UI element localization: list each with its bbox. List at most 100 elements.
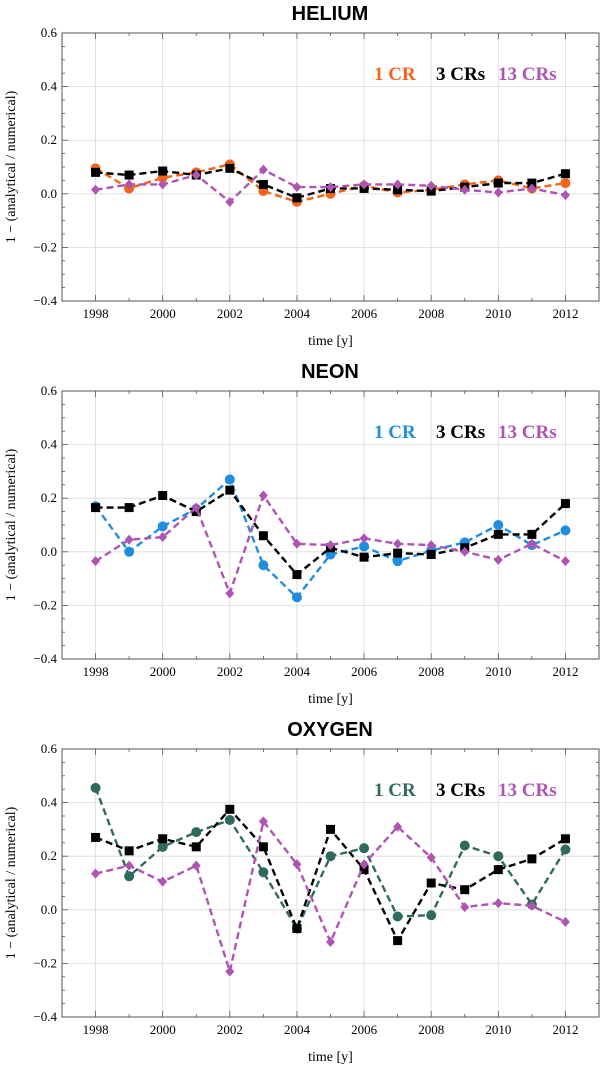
data-point [527, 900, 537, 911]
x-tick-label: 1998 [83, 664, 109, 679]
data-point [91, 184, 101, 195]
data-point [158, 179, 168, 190]
x-tick-label: 2012 [552, 306, 578, 321]
series-3-crs [91, 804, 570, 946]
data-point [393, 821, 403, 832]
data-point [258, 867, 269, 878]
x-tick-label: 2012 [552, 664, 578, 679]
data-point [291, 592, 302, 603]
data-point [393, 548, 403, 558]
x-tick-label: 2006 [351, 1022, 378, 1037]
x-tick-label: 2010 [485, 1022, 511, 1037]
x-tick-label: 2000 [150, 306, 176, 321]
data-point [426, 910, 437, 921]
x-tick-label: 2010 [485, 306, 511, 321]
data-point [124, 846, 134, 856]
data-point [359, 859, 369, 870]
x-tick-label: 1998 [83, 1022, 109, 1037]
data-point [426, 878, 436, 888]
data-point [224, 474, 235, 485]
data-point [191, 827, 202, 838]
data-point [258, 560, 269, 571]
x-tick-label: 2004 [284, 1022, 311, 1037]
data-point [560, 556, 570, 567]
y-axis-label: 1 − (analytical / numerical) [4, 90, 19, 243]
y-tick-label: 0.4 [41, 79, 58, 94]
data-point [493, 554, 503, 565]
data-point [326, 824, 335, 834]
data-point [527, 178, 537, 188]
x-axis-label: time [y] [308, 692, 353, 707]
x-axis-label: time [y] [308, 1050, 353, 1065]
data-point [460, 546, 470, 557]
data-point [560, 169, 570, 179]
data-point [392, 911, 403, 922]
x-axis-label: time [y] [308, 334, 353, 349]
x-tick-label: 2002 [217, 664, 243, 679]
chart-panel-neon: NEON 1998 2000 2002 2004 2006 2008 2010 2012 −0.4… [4, 361, 600, 707]
data-point [124, 170, 134, 180]
y-tick-label: 0.2 [41, 848, 57, 863]
data-point [393, 179, 403, 190]
data-point [225, 196, 235, 207]
legend-entry: 1 CR [374, 780, 416, 801]
chart-title: HELIUM [292, 3, 369, 25]
data-point [258, 490, 268, 501]
data-point [292, 182, 302, 193]
series-13-crs [91, 490, 570, 599]
data-point [225, 485, 235, 495]
series-13-crs [91, 816, 570, 977]
data-point [460, 184, 470, 195]
data-point [325, 851, 336, 862]
data-point [493, 178, 503, 188]
data-point [359, 541, 370, 552]
data-point [225, 163, 235, 173]
plot-frame [61, 748, 600, 1018]
x-tick-label: 2002 [217, 1022, 243, 1037]
y-tick-label: 0.2 [41, 490, 57, 505]
data-point [292, 859, 302, 870]
data-point [326, 182, 335, 193]
data-point [359, 843, 370, 854]
data-point [493, 529, 503, 539]
data-point [326, 936, 335, 947]
data-point [426, 186, 436, 196]
x-tick-label: 2006 [351, 664, 378, 679]
x-tick-label: 2008 [418, 306, 444, 321]
data-point [258, 164, 268, 175]
data-point [124, 871, 135, 882]
y-tick-label: −0.4 [33, 1009, 57, 1024]
data-point [359, 865, 369, 875]
legend-entry: 1 CR [374, 422, 416, 443]
data-point [426, 549, 436, 559]
data-point [560, 178, 571, 189]
data-point [527, 529, 537, 539]
data-point [459, 840, 470, 851]
data-point [460, 902, 470, 913]
legend-entry: 1 CR [374, 64, 416, 85]
data-point [493, 898, 503, 909]
x-tick-label: 2002 [217, 306, 243, 321]
data-point [426, 180, 436, 191]
data-point [191, 502, 201, 513]
y-tick-label: 0.0 [41, 186, 57, 201]
data-point [225, 966, 235, 977]
data-point [393, 538, 403, 549]
data-point [560, 844, 571, 855]
y-axis-label: 1 − (analytical / numerical) [4, 448, 19, 601]
legend-entry: 3 CRs [436, 780, 485, 801]
data-point [158, 532, 168, 543]
data-point [90, 782, 101, 793]
data-point [326, 540, 335, 551]
data-point [124, 860, 134, 871]
y-tick-label: 0.4 [41, 437, 58, 452]
data-point [560, 916, 570, 927]
data-point [359, 179, 369, 190]
y-tick-label: 0.6 [41, 741, 58, 756]
data-point [91, 832, 101, 842]
chart-title: OXYGEN [287, 719, 373, 741]
data-point [91, 503, 101, 513]
y-tick-label: −0.2 [33, 955, 57, 970]
data-point [158, 834, 168, 844]
